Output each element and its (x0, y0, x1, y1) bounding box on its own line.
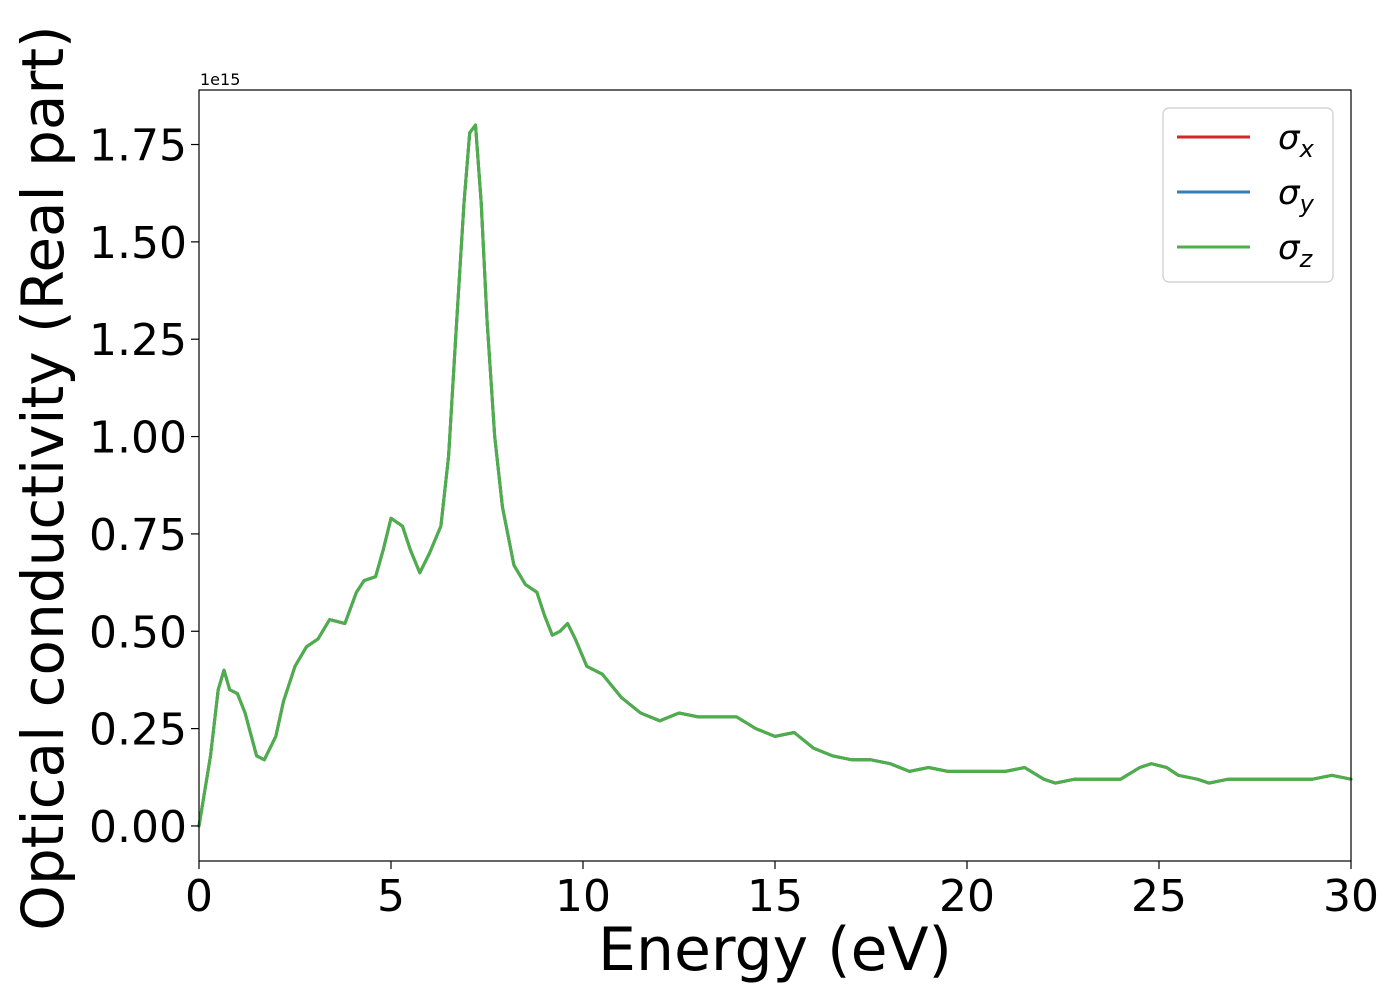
y-axis-title: Optical conductivity (Real part) (9, 25, 77, 930)
legend-frame (1162, 107, 1334, 283)
x-tick-label: 15 (747, 871, 803, 922)
legend-items: σx σy σz (1177, 118, 1315, 273)
y-tick-label: 0.00 (89, 802, 187, 853)
x-tick-label: 5 (377, 871, 405, 922)
y-tick-label: 1.00 (89, 413, 187, 464)
x-tick-label: 30 (1323, 871, 1379, 922)
legend-label-z: σz (1278, 228, 1314, 273)
y-axis: 0.00 0.25 0.50 0.75 1.00 1.25 1.50 1.75 (89, 121, 199, 853)
x-axis: 0 5 10 15 20 25 30 (185, 861, 1379, 922)
y-tick-label: 1.75 (89, 121, 187, 172)
y-tick-label: 0.50 (89, 607, 187, 658)
x-tick-label: 20 (939, 871, 995, 922)
x-tick-label: 10 (555, 871, 611, 922)
y-tick-label: 1.25 (89, 315, 187, 366)
legend-label-x: σx (1278, 118, 1315, 163)
y-tick-label: 0.75 (89, 510, 187, 561)
series-layer (197, 123, 1353, 828)
x-axis-title: Energy (eV) (598, 915, 952, 985)
y-offset-text: 1e15 (200, 70, 240, 89)
x-tick-label: 0 (185, 871, 213, 922)
legend-label-y: σy (1278, 173, 1315, 218)
y-tick-label: 0.25 (89, 705, 187, 756)
x-tick-label: 25 (1131, 871, 1187, 922)
legend: σx σy σz (1162, 107, 1334, 283)
series-line-z (197, 123, 1353, 828)
y-tick-label: 1.50 (89, 218, 187, 269)
